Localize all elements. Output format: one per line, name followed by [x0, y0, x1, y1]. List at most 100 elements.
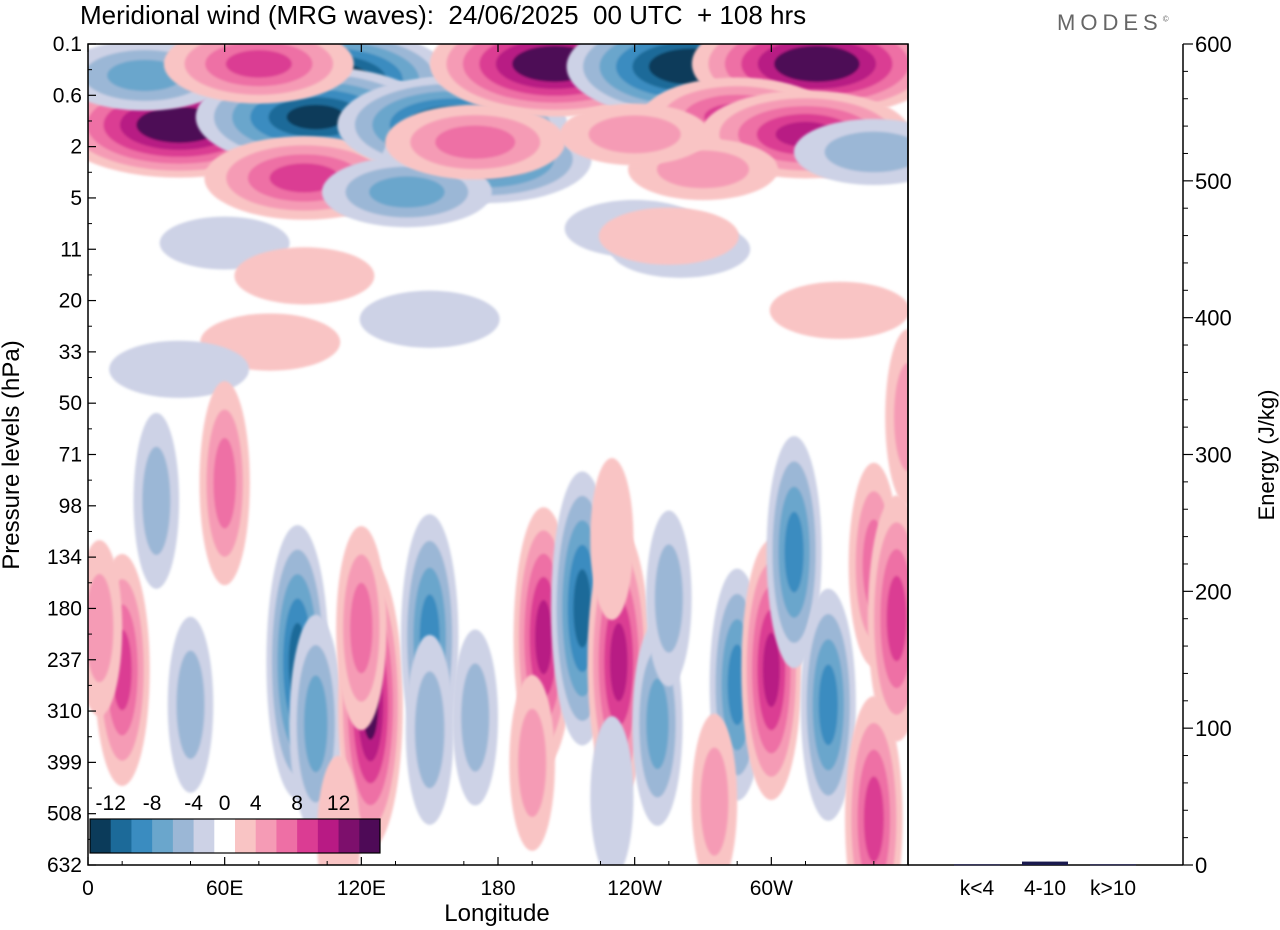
y-tick-label: 11 [60, 238, 82, 261]
contour-blob [452, 629, 499, 806]
y-tick-label: 98 [59, 495, 82, 518]
contour-blob [691, 713, 738, 865]
y-tick-label: 310 [47, 700, 82, 723]
contour-blob [336, 526, 387, 731]
contour-band [769, 281, 908, 339]
colorbar-swatch [214, 819, 236, 853]
x-axis-label: Longitude [444, 900, 550, 927]
contour-blob [88, 540, 123, 717]
contour-blob [590, 458, 634, 621]
contour-blob [766, 436, 822, 669]
colorbar-swatch [90, 819, 112, 853]
y-tick-label: 508 [47, 803, 82, 826]
contour-blob [800, 588, 856, 821]
contour-band [598, 207, 739, 265]
contour-band [656, 150, 750, 189]
y-tick-label: 180 [47, 597, 82, 620]
contour-band [886, 575, 907, 662]
contour-band [790, 52, 844, 75]
colorbar-swatch [317, 819, 340, 853]
energy-bar [954, 864, 1000, 866]
contour-band [588, 115, 681, 154]
contour-blob [359, 290, 500, 348]
contour-band [234, 247, 375, 305]
contour-blob [133, 412, 180, 589]
contour-field [88, 44, 908, 865]
chart-title: Meridional wind (MRG waves): 24/06/2025 … [80, 0, 807, 30]
contour-blob [509, 674, 555, 851]
contour-blob [88, 44, 230, 111]
contour-blob [167, 616, 214, 793]
contour-blob [109, 340, 250, 398]
x-tick-label: 60W [750, 877, 793, 900]
colorbar-label: 8 [291, 792, 303, 815]
contour-blob [199, 381, 250, 586]
contour-band [269, 163, 340, 193]
contour-band [609, 623, 628, 702]
contour-blob [559, 103, 710, 166]
contour-band [700, 747, 729, 856]
contour-blob [163, 44, 354, 104]
energy-tick-label: 0 [1195, 853, 1207, 878]
y-tick-label: 632 [47, 854, 82, 877]
contour-band [176, 650, 205, 759]
contour-band [824, 131, 908, 173]
colorbar-label: 0 [219, 792, 231, 815]
contour-band [435, 125, 516, 159]
energy-category-label: k<4 [960, 877, 995, 900]
energy-category-label: 4-10 [1024, 877, 1066, 900]
contour-band [646, 678, 669, 770]
colorbar-swatch [276, 819, 298, 853]
energy-bar [1022, 861, 1068, 865]
y-tick-label: 0.6 [53, 84, 82, 107]
colorbar-swatch [131, 819, 153, 853]
colorbar-swatch [359, 819, 381, 853]
x-tick-label: 60E [206, 877, 243, 900]
contour-band [359, 290, 500, 348]
contour-band [286, 104, 345, 130]
contour-band [461, 663, 490, 772]
y-tick-label: 33 [59, 341, 82, 364]
modes-logo: MODES© [1057, 10, 1169, 36]
y-tick-label: 237 [47, 649, 82, 672]
contour-band [818, 664, 838, 746]
x-tick-label: 180 [480, 877, 515, 900]
contour-band [534, 600, 553, 675]
contour-band [590, 716, 634, 865]
contour-band [762, 632, 780, 708]
x-tick-label: 0 [82, 877, 94, 900]
contour-band [107, 59, 183, 92]
energy-tick-label: 300 [1195, 443, 1232, 468]
colorbar-swatch [255, 819, 277, 853]
brand-mark: © [1162, 14, 1169, 24]
colorbar-label: 4 [250, 792, 262, 815]
contour-band [414, 671, 445, 789]
contour-band [304, 675, 328, 773]
energy-category-label: k>10 [1090, 877, 1136, 900]
colorbar-swatch [297, 819, 319, 853]
contour-blob [793, 118, 908, 185]
contour-band [142, 446, 171, 556]
contour-blob [405, 634, 454, 825]
contour-band [784, 511, 804, 593]
y-tick-label: 399 [47, 751, 82, 774]
contour-blob [867, 495, 908, 742]
energy-bar-chart: 0 100 200 300 400 500 600 k<4 4-10 k>10 [907, 32, 1232, 900]
colorbar-swatch [235, 819, 257, 853]
contour-blob [234, 247, 375, 305]
contour-band [590, 458, 634, 621]
contour-band [213, 437, 236, 529]
contour-blob [598, 207, 739, 265]
contour-band [573, 569, 592, 648]
contour-band [350, 582, 373, 674]
colorbar-swatch [172, 819, 195, 853]
contour-blob [769, 281, 908, 339]
x-tick-label: 120W [607, 877, 662, 900]
energy-tick-label: 100 [1195, 716, 1232, 741]
y-tick-label: 50 [59, 392, 82, 415]
y-tick-label: 5 [70, 187, 82, 210]
contour-band [225, 50, 292, 78]
contour-blob [885, 329, 908, 506]
contour-band [893, 362, 908, 472]
